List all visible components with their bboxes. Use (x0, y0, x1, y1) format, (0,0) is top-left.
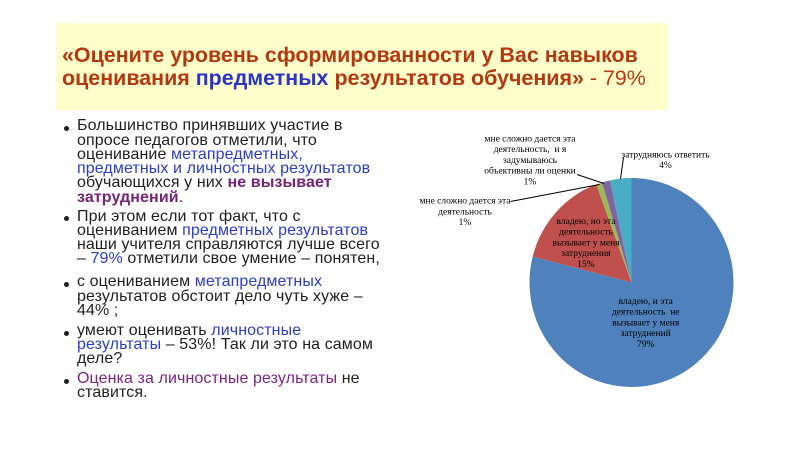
svg-text:деятельность не: деятельность не (612, 308, 680, 318)
svg-text:владею, и эта: владею, и эта (619, 297, 674, 307)
svg-text:1%: 1% (459, 218, 472, 228)
svg-text:4%: 4% (659, 161, 672, 171)
svg-text:затрудняюсь ответить: затрудняюсь ответить (621, 151, 710, 161)
svg-text:затруднений: затруднений (621, 328, 671, 339)
svg-text:владею, но эта: владею, но эта (557, 217, 617, 227)
svg-text:1%: 1% (524, 177, 537, 187)
svg-text:деятельность: деятельность (438, 207, 492, 217)
svg-text:задумываюсь: задумываюсь (503, 156, 558, 166)
svg-text:15%: 15% (577, 260, 595, 270)
svg-text:объективны ли оценки: объективны ли оценки (484, 166, 576, 177)
svg-text:вызывает у меня: вызывает у меня (552, 238, 620, 248)
svg-text:затруднения: затруднения (561, 249, 611, 259)
svg-text:мне сложно дается эта: мне сложно дается эта (420, 197, 512, 207)
svg-text:мне сложно дается эта: мне сложно дается эта (485, 135, 577, 145)
svg-text:деятельность: деятельность (559, 228, 613, 238)
svg-text:деятельность, и я: деятельность, и я (494, 145, 567, 155)
svg-text:79%: 79% (637, 340, 655, 350)
svg-text:вызывает у меня: вызывает у меня (612, 318, 680, 328)
